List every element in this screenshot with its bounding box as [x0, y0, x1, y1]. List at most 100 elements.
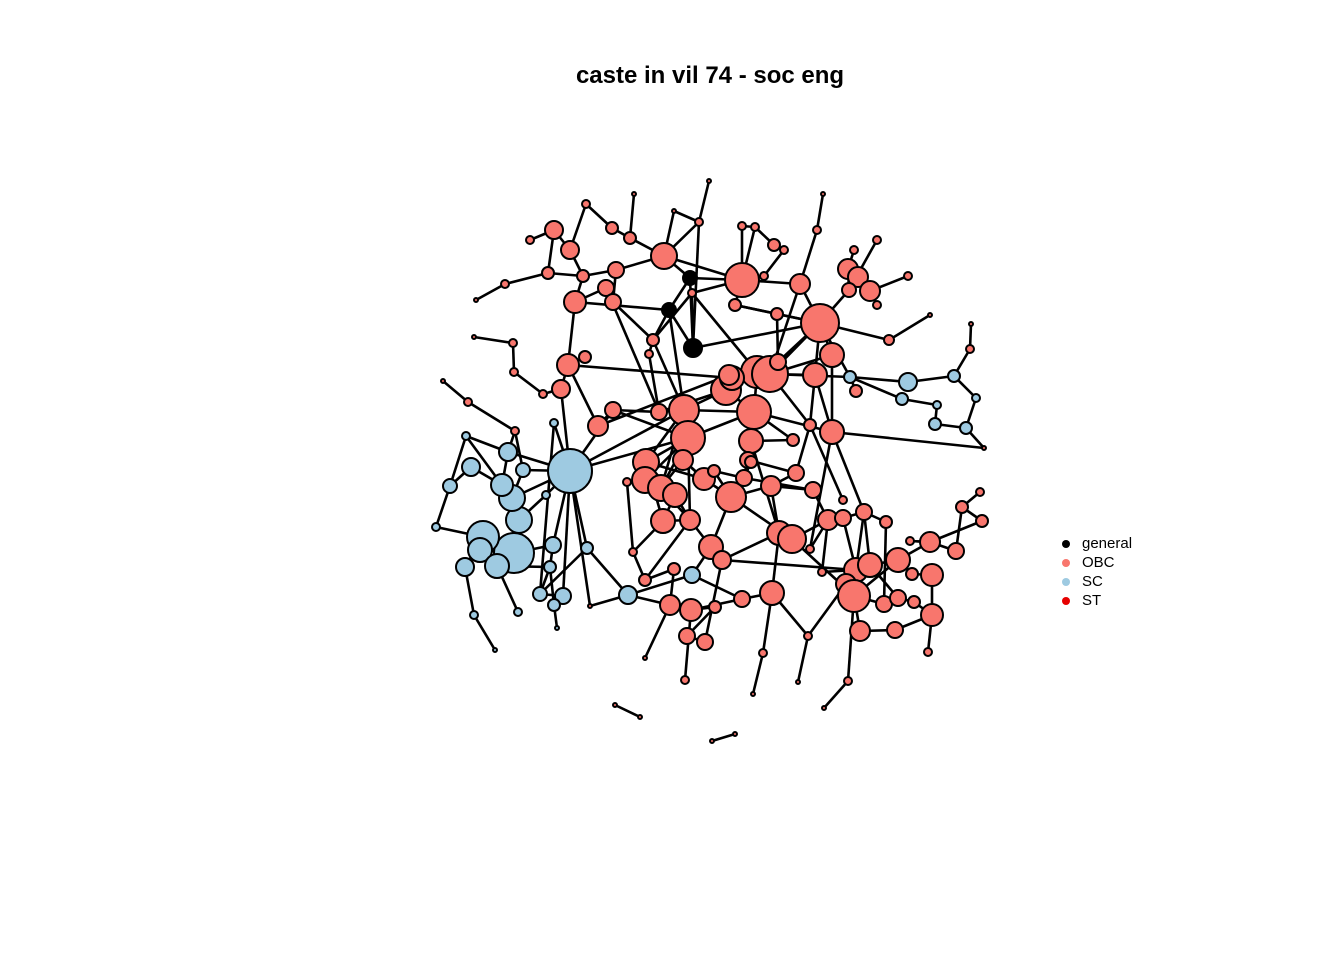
node-sc	[492, 647, 498, 653]
node-obc	[578, 350, 592, 364]
node-obc	[759, 580, 785, 606]
edge	[614, 703, 641, 719]
edge	[612, 301, 654, 341]
node-obc	[819, 342, 845, 368]
node-sc	[513, 607, 523, 617]
node-obc	[605, 221, 619, 235]
node-obc	[650, 403, 668, 421]
edge	[625, 481, 635, 553]
edge	[448, 435, 468, 487]
node-obc	[544, 220, 564, 240]
node-obc	[919, 531, 941, 553]
node-sc	[547, 448, 593, 494]
node-obc	[718, 364, 740, 386]
edge	[473, 335, 514, 345]
edge	[711, 732, 736, 743]
node-obc	[737, 221, 747, 231]
node-obc	[903, 271, 913, 281]
edge	[849, 375, 903, 401]
node-sc	[554, 587, 572, 605]
node-obc	[907, 595, 921, 609]
edge	[690, 292, 759, 373]
node-obc	[541, 266, 555, 280]
node-obc	[638, 573, 652, 587]
node-sc	[554, 625, 560, 631]
node-sc	[490, 473, 514, 497]
legend-item-obc: OBC	[1062, 553, 1132, 572]
node-obc	[789, 273, 811, 295]
edge	[567, 363, 733, 380]
legend-label-obc: OBC	[1082, 554, 1115, 571]
edge	[734, 303, 778, 316]
edge	[475, 282, 506, 302]
node-obc	[802, 362, 828, 388]
edge	[691, 573, 743, 601]
node-sc	[549, 418, 559, 428]
edge	[762, 249, 786, 277]
node-obc	[857, 552, 883, 578]
legend-item-st: ST	[1062, 591, 1132, 610]
node-obc	[779, 245, 789, 255]
legend-label-sc: SC	[1082, 573, 1103, 590]
node-obc	[847, 266, 869, 288]
edge	[796, 635, 810, 683]
legend-dot-obc	[1062, 558, 1070, 567]
node-obc	[981, 445, 987, 451]
node-obc	[803, 418, 817, 432]
edge	[643, 519, 692, 581]
node-sc	[467, 537, 493, 563]
edge	[586, 547, 629, 596]
node-obc	[837, 579, 871, 613]
node-obc	[551, 379, 571, 399]
edge	[442, 380, 469, 403]
legend-item-general: general	[1062, 534, 1132, 553]
edge	[815, 193, 825, 231]
node-obc	[650, 242, 678, 270]
edge	[467, 400, 516, 433]
node-obc	[872, 235, 882, 245]
node-obc	[525, 235, 535, 245]
edge	[513, 370, 544, 396]
node-obc	[759, 271, 769, 281]
node-obc	[855, 503, 873, 521]
node-obc	[732, 731, 738, 737]
edge	[697, 180, 711, 223]
node-obc	[471, 334, 477, 340]
node-obc	[744, 455, 758, 469]
node-obc	[604, 293, 622, 311]
node-sc	[543, 560, 557, 574]
node-obc	[623, 231, 637, 245]
node-obc	[650, 508, 676, 534]
node-obc	[500, 279, 510, 289]
node-obc	[849, 620, 871, 642]
node-sc	[469, 610, 479, 620]
node-sc	[959, 421, 973, 435]
nodes	[431, 178, 989, 744]
node-obc	[631, 191, 637, 197]
edge	[691, 221, 701, 349]
node-obc	[709, 738, 715, 744]
node-obc	[805, 544, 815, 554]
node-obc	[819, 419, 845, 445]
node-sc	[971, 393, 981, 403]
node-obc	[612, 702, 618, 708]
node-obc	[628, 547, 638, 557]
node-obc	[849, 384, 863, 398]
node-obc	[728, 298, 742, 312]
node-sc	[515, 462, 531, 478]
node-obc	[804, 481, 822, 499]
node-obc	[646, 333, 660, 347]
node-obc	[724, 262, 760, 298]
node-general	[683, 338, 703, 358]
edge	[831, 430, 985, 450]
node-obc	[812, 225, 822, 235]
node-obc	[607, 261, 625, 279]
edge	[597, 373, 730, 428]
node-obc	[920, 563, 944, 587]
node-sc	[947, 369, 961, 383]
node-sc	[484, 553, 510, 579]
node-obc	[597, 279, 615, 297]
node-obc	[659, 594, 681, 616]
legend: general OBC SC ST	[1062, 534, 1132, 610]
node-obc	[708, 600, 722, 614]
